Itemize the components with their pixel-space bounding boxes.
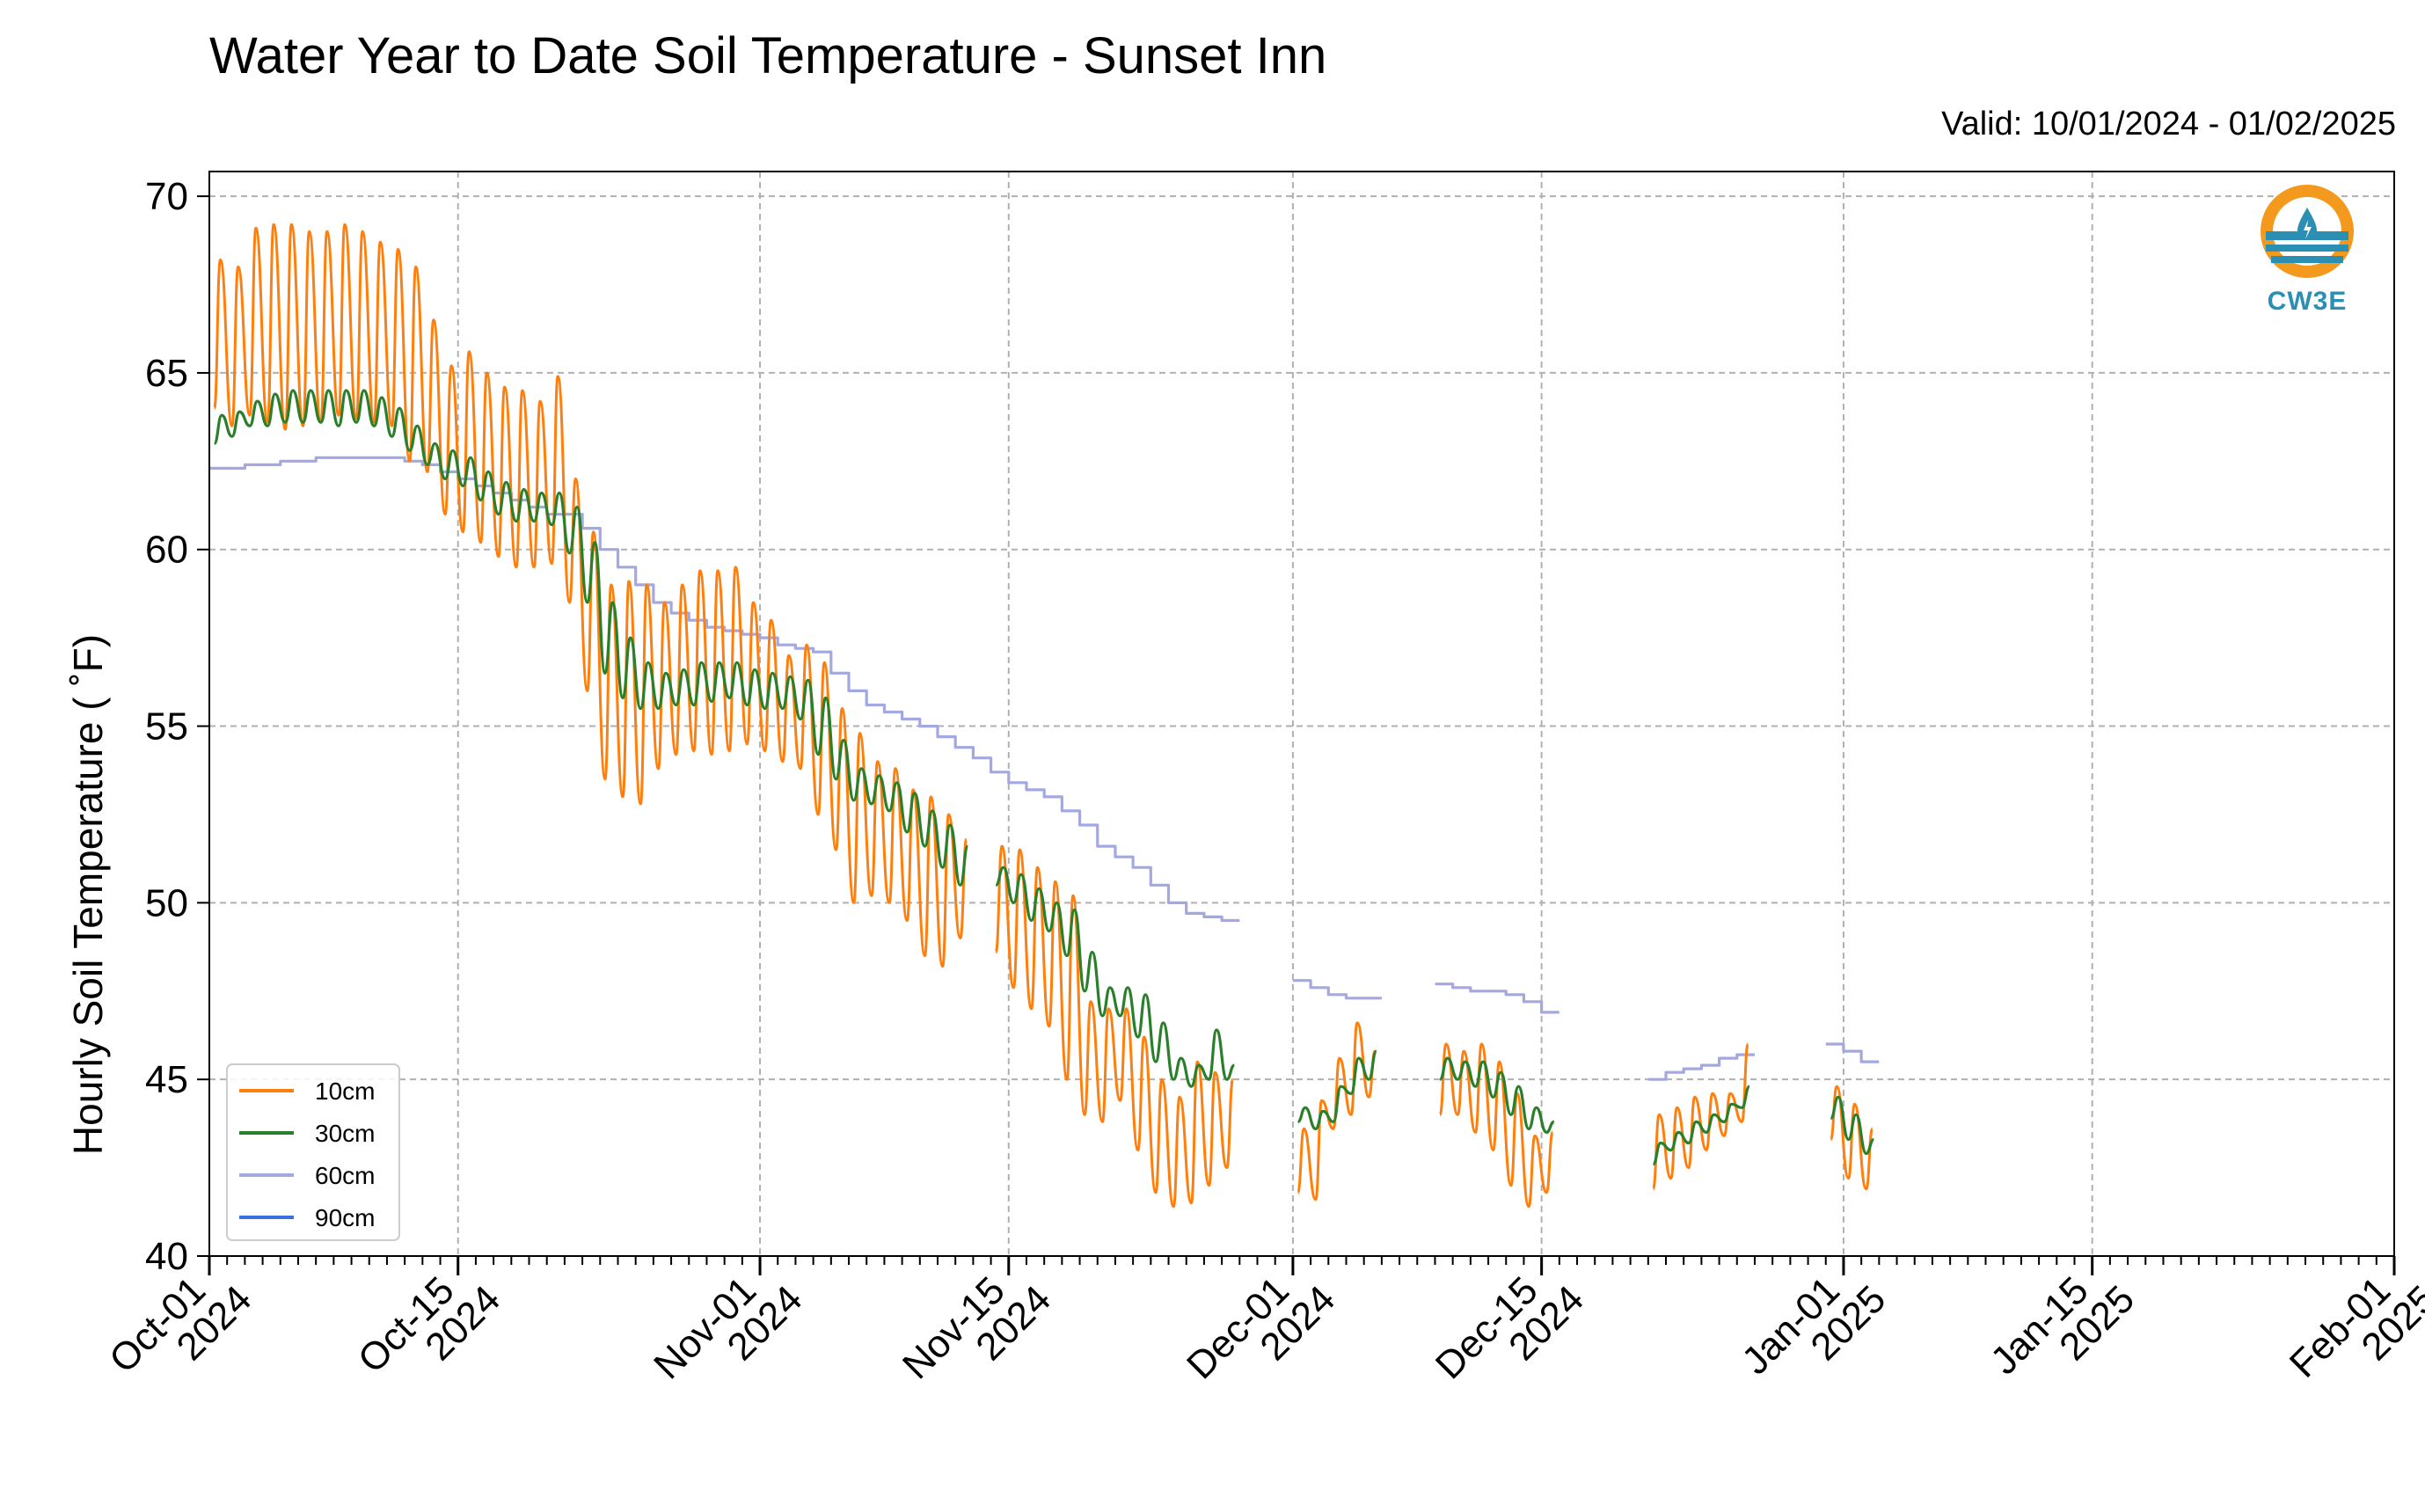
chart-title: Water Year to Date Soil Temperature - Su… [209, 27, 1327, 84]
series-lines [209, 223, 1880, 1209]
series-line-10cm [213, 223, 1874, 1209]
y-tick-label: 50 [145, 881, 188, 924]
y-tick-label: 60 [145, 529, 188, 572]
series-line-30cm [213, 389, 1874, 1166]
cw3e-logo-icon [2261, 185, 2354, 278]
y-tick-label: 40 [145, 1235, 188, 1278]
legend-box [226, 1063, 400, 1241]
cw3e-logo: CW3E [2259, 183, 2356, 324]
legend-label-30cm: 30cm [315, 1120, 375, 1147]
y-tick-label: 55 [145, 705, 188, 749]
y-tick-label: 65 [145, 352, 188, 395]
plot-frame [208, 171, 2395, 1257]
logo-text: CW3E [2267, 287, 2348, 316]
valid-date-range: Valid: 10/01/2024 - 01/02/2025 [1941, 106, 2396, 142]
series-line-60cm [209, 456, 1880, 1081]
legend: 10cm 30cm 60cm 90cm [226, 1063, 400, 1241]
legend-label-60cm: 60cm [315, 1162, 375, 1189]
y-tick-label: 45 [145, 1058, 188, 1101]
legend-label-90cm: 90cm [315, 1204, 375, 1231]
grid-lines [208, 172, 2395, 1256]
y-tick-label: 70 [145, 175, 188, 218]
legend-label-10cm: 10cm [315, 1077, 375, 1105]
